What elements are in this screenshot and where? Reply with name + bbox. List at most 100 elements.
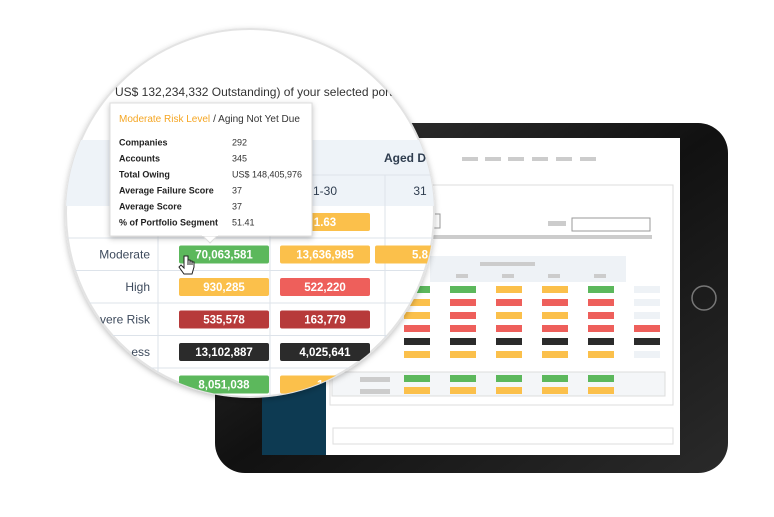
footer-box xyxy=(332,427,674,445)
mini-bar xyxy=(450,351,476,358)
label-bar xyxy=(548,221,566,226)
cell-value: 930,285 xyxy=(203,282,245,294)
divider xyxy=(430,235,652,239)
cell-pill xyxy=(179,245,269,264)
tooltip-value: US$ 148,405,976 xyxy=(232,169,302,179)
mini-bar xyxy=(588,375,614,382)
mini-header-bar xyxy=(548,274,560,278)
tooltip-value: 37 xyxy=(232,185,242,195)
mini-bar xyxy=(496,299,522,306)
mini-bar xyxy=(496,325,522,332)
mini-bar xyxy=(496,338,522,345)
mini-bar xyxy=(450,375,476,382)
column-header: 1-30 xyxy=(313,184,337,198)
tooltip-subtitle: / Aging Not Yet Due xyxy=(213,114,300,125)
cell-pill xyxy=(280,245,370,264)
tooltip-value: 37 xyxy=(232,201,242,211)
mini-bar xyxy=(542,375,568,382)
cell-value: 522,220 xyxy=(304,282,346,294)
tooltip-label: Average Score xyxy=(119,201,182,211)
mini-bar xyxy=(450,338,476,345)
cell-value: 163,779 xyxy=(304,315,346,327)
cell-pill xyxy=(179,375,269,394)
mini-bar xyxy=(496,286,522,293)
mini-dashboard xyxy=(329,157,674,445)
mini-bar xyxy=(450,312,476,319)
mini-bar xyxy=(404,312,430,319)
row-label: vere Risk xyxy=(100,313,151,327)
header-dash xyxy=(580,157,596,161)
cell-value: 8,051,038 xyxy=(198,380,250,392)
tooltip-label: Total Owing xyxy=(119,169,170,179)
mini-bar xyxy=(404,299,430,306)
header-dash xyxy=(485,157,501,161)
tooltip-label: Accounts xyxy=(119,153,160,163)
tooltip-pointer-mask xyxy=(202,234,218,236)
cell-pill xyxy=(179,343,269,361)
mini-bar xyxy=(496,387,522,394)
column-header: 31 xyxy=(413,184,427,198)
mini-bar xyxy=(634,312,660,319)
cell-pill xyxy=(179,278,269,296)
row-label: High xyxy=(125,280,150,294)
mini-bar xyxy=(496,312,522,319)
column-header xyxy=(430,256,626,282)
mini-bar xyxy=(542,312,568,319)
mini-bar xyxy=(450,286,476,293)
mini-bar xyxy=(542,351,568,358)
mini-header-bar xyxy=(502,274,514,278)
header-dash xyxy=(556,157,572,161)
mini-header-bar xyxy=(456,274,468,278)
mini-bar xyxy=(404,375,430,382)
mini-bar xyxy=(450,299,476,306)
mini-bar xyxy=(588,325,614,332)
table-title: Aged Del xyxy=(384,151,436,165)
tooltip-label: Average Failure Score xyxy=(119,185,214,195)
mini-bar xyxy=(404,338,430,345)
mini-bar xyxy=(450,387,476,394)
mini-bar xyxy=(588,338,614,345)
mini-bar xyxy=(588,299,614,306)
cell-pill xyxy=(280,278,370,296)
mini-bar xyxy=(634,286,660,293)
tooltip-title: Moderate Risk Level xyxy=(119,114,210,125)
mini-bar xyxy=(542,286,568,293)
mini-header-bar xyxy=(594,274,606,278)
cell-pill xyxy=(280,310,370,329)
tooltip-value: 292 xyxy=(232,137,247,147)
home-button[interactable] xyxy=(691,285,717,311)
tooltip-value: 51.41 xyxy=(232,217,255,227)
mini-bar xyxy=(542,299,568,306)
mini-bar xyxy=(404,325,430,332)
mini-bar xyxy=(542,325,568,332)
row-label: ess xyxy=(131,345,150,359)
mini-bar xyxy=(588,387,614,394)
mini-label xyxy=(360,377,390,382)
mini-bar xyxy=(634,351,660,358)
mini-bar xyxy=(542,338,568,345)
mini-bar xyxy=(450,325,476,332)
cell-pill xyxy=(179,310,269,329)
mini-label xyxy=(360,389,390,394)
cell-value: 13,102,887 xyxy=(195,347,253,359)
tooltip: Moderate Risk Level / Aging Not Yet Due C… xyxy=(109,102,313,244)
cell-value: 4,025,641 xyxy=(299,347,351,359)
cell-value: 5.8 xyxy=(412,250,429,262)
cell-pill xyxy=(280,343,370,361)
mini-bar xyxy=(404,387,430,394)
intro-text: US$ 132,234,332 Outstanding) of your sel… xyxy=(115,85,403,99)
mini-bar xyxy=(588,351,614,358)
mini-bar xyxy=(496,375,522,382)
mini-bar xyxy=(634,299,660,306)
tooltip-value: 345 xyxy=(232,153,247,163)
header-dash xyxy=(508,157,524,161)
header-dash xyxy=(532,157,548,161)
mini-bar xyxy=(634,325,660,332)
hand-cursor xyxy=(178,255,195,275)
mini-bar xyxy=(496,351,522,358)
mini-bar xyxy=(634,338,660,345)
input-box xyxy=(571,217,651,232)
header-dash xyxy=(462,157,478,161)
cell-pill xyxy=(375,245,434,264)
